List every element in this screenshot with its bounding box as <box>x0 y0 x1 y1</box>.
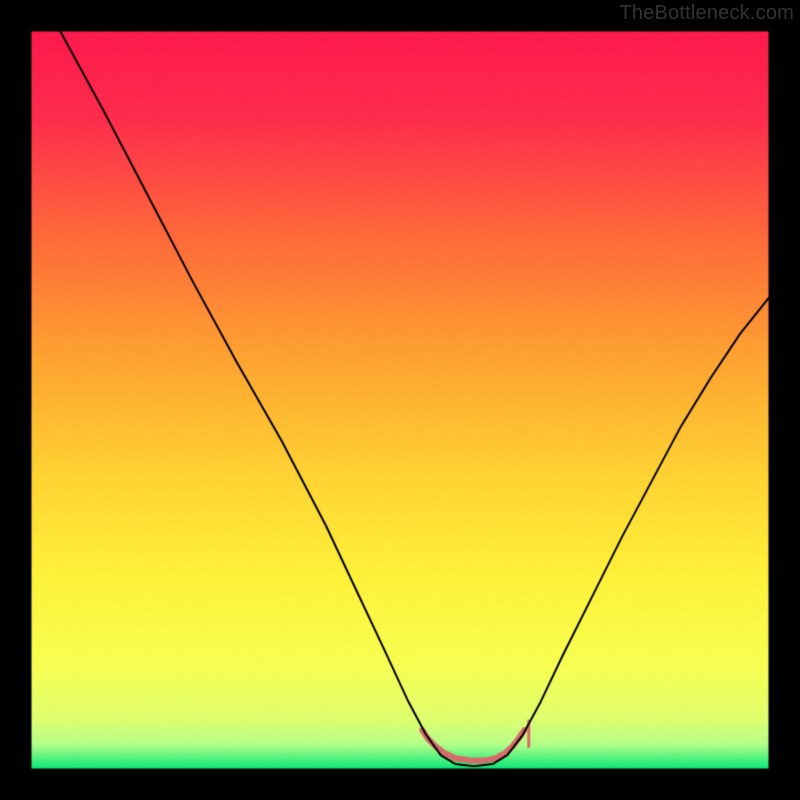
chart-canvas <box>0 0 800 800</box>
chart-stage: TheBottleneck.com <box>0 0 800 800</box>
